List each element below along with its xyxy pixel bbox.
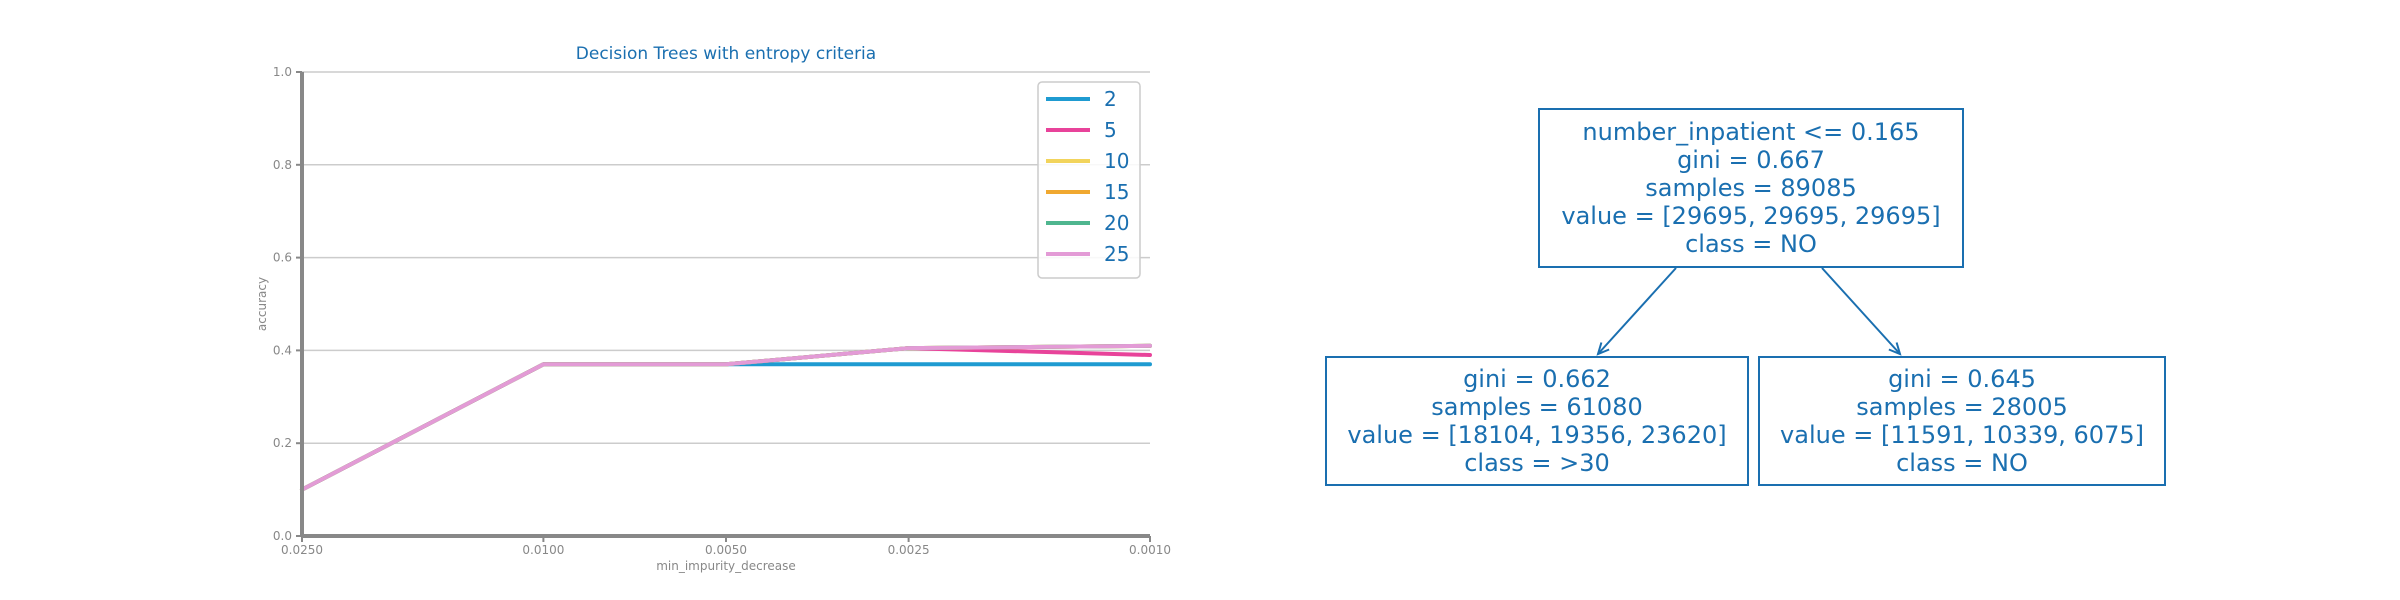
x-tick-label: 0.0010 <box>1129 543 1171 557</box>
series-line-15 <box>300 343 1152 492</box>
legend-label-10: 10 <box>1104 149 1129 173</box>
root-gini: gini = 0.667 <box>1677 146 1825 174</box>
gridlines <box>302 71 1150 444</box>
x-tick-label: 0.0250 <box>281 543 323 557</box>
right-class: class = NO <box>1896 449 2028 477</box>
root-class: class = NO <box>1685 230 1817 258</box>
x-axis-title: min_impurity_decrease <box>656 559 796 573</box>
legend-label-25: 25 <box>1104 242 1129 266</box>
series-lines <box>300 343 1152 492</box>
series-line-5 <box>300 346 1152 492</box>
legend-label-2: 2 <box>1104 87 1117 111</box>
root-condition: number_inpatient <= 0.165 <box>1582 118 1920 146</box>
series-line-25 <box>300 343 1152 492</box>
chart-title: Decision Trees with entropy criteria <box>576 44 876 64</box>
x-tick-labels: 0.0250 0.0100 0.0050 0.0025 0.0010 <box>281 536 1171 557</box>
tree-edges <box>1596 267 1902 356</box>
y-tick-label: 0.6 <box>273 251 292 265</box>
left-gini: gini = 0.662 <box>1463 365 1611 393</box>
axes <box>300 72 1150 538</box>
tree-node-root: number_inpatient <= 0.165 gini = 0.667 s… <box>1538 108 1964 268</box>
y-tick-label: 0.0 <box>273 529 292 543</box>
series-line-2 <box>300 362 1152 492</box>
legend-label-15: 15 <box>1104 180 1129 204</box>
y-tick-label: 0.8 <box>273 158 292 172</box>
right-gini: gini = 0.645 <box>1888 365 2036 393</box>
y-axis-title: accuracy <box>255 277 269 331</box>
x-tick-label: 0.0025 <box>888 543 930 557</box>
y-tick-label: 0.2 <box>273 436 292 450</box>
left-value: value = [18104, 19356, 23620] <box>1347 421 1727 449</box>
arrowhead <box>1888 342 1902 356</box>
legend-label-5: 5 <box>1104 118 1117 142</box>
series-line-20 <box>300 343 1152 492</box>
y-tick-labels: 0.0 0.2 0.4 0.6 0.8 1.0 <box>273 65 302 543</box>
x-tick-label: 0.0050 <box>705 543 747 557</box>
tree-edge-left <box>1597 267 1677 355</box>
x-tick-label: 0.0100 <box>522 543 564 557</box>
series-line-10 <box>300 343 1152 492</box>
root-samples: samples = 89085 <box>1645 174 1857 202</box>
y-tick-label: 0.4 <box>273 343 292 357</box>
left-class: class = >30 <box>1464 449 1610 477</box>
tree-edge-right <box>1821 267 1901 355</box>
right-value: value = [11591, 10339, 6075] <box>1780 421 2144 449</box>
left-samples: samples = 61080 <box>1431 393 1643 421</box>
legend-label-20: 20 <box>1104 211 1129 235</box>
right-samples: samples = 28005 <box>1856 393 2068 421</box>
tree-node-left: gini = 0.662 samples = 61080 value = [18… <box>1325 356 1749 486</box>
y-tick-label: 1.0 <box>273 65 292 79</box>
arrowhead <box>1596 342 1610 356</box>
tree-node-right: gini = 0.645 samples = 28005 value = [11… <box>1758 356 2166 486</box>
root-value: value = [29695, 29695, 29695] <box>1561 202 1941 230</box>
